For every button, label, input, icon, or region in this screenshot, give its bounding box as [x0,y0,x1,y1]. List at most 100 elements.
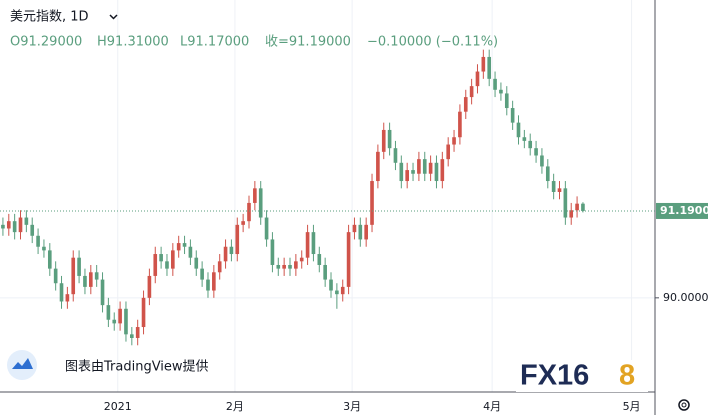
candle-body [71,257,76,295]
candle-body [575,203,579,211]
candle-body [165,261,169,269]
candle-body [428,162,433,174]
tradingview-logo [7,350,37,380]
candle-body [481,56,486,72]
candle-body [223,246,228,262]
candle-body [376,151,380,182]
candle-body [446,144,451,160]
candle-body [358,224,363,240]
candle-body [522,137,527,141]
candle-body [452,137,456,145]
candle-body [504,93,509,109]
interval-dropdown[interactable] [109,14,118,20]
y-tick-label: 90.00000 [663,291,708,304]
candle-body [393,148,398,163]
last-price-tag [656,202,708,219]
candle-body [581,203,585,211]
ohlc-value: L91.17000 [180,35,249,50]
candle-body [540,155,544,167]
candle-body [194,257,199,269]
candle-body [106,305,111,320]
candle-body [124,308,128,335]
candle-body [229,246,234,255]
settings-icon[interactable] [678,399,690,411]
candle-body [440,159,445,182]
candle-body [88,272,93,287]
candle-body [557,188,562,192]
candle-body [463,97,468,112]
candle-body [270,239,275,265]
candle-body [83,275,87,287]
candle-body [247,202,251,222]
candle-body [258,188,263,218]
candle-body [276,264,281,269]
candle-body [200,268,204,280]
candle-body [569,210,574,218]
candle-body [487,56,492,79]
candle-body [493,78,497,90]
candle-body [94,272,99,280]
candle-body [399,162,404,182]
ohlc-value: 收=91.19000 [265,35,351,50]
candle-body [130,334,134,338]
candle-body [182,243,187,247]
candle-body [434,162,439,182]
attribution: 图表由TradingView提供 [65,359,209,375]
candle-body [241,221,245,225]
candle-body [317,254,322,265]
candle-body [282,264,286,269]
candle-body [153,254,158,276]
candles [1,49,585,346]
x-tick-label: 3月 [343,400,361,413]
candle-body [469,86,474,98]
candle-body [563,188,568,218]
chart-title: 美元指数, 1D [10,10,89,25]
candle-body [475,71,480,87]
candle-body [294,261,298,269]
candle-body [253,188,257,203]
candle-body [323,264,327,280]
candle-body [545,166,550,182]
x-tick-label: 2月 [226,400,244,413]
candle-body [534,148,538,156]
candle-body [176,243,181,251]
x-tick-label: 4月 [483,400,501,413]
candle-body [159,254,163,262]
candle-body [288,264,292,269]
candle-body [135,327,140,338]
ohlc-value: O91.29000 [10,35,82,50]
grid [0,0,655,392]
candle-body [141,297,146,328]
x-tick-label: 2021 [104,400,132,413]
ohlc-value: H91.31000 [97,35,169,50]
x-tick-label: 5月 [623,400,641,413]
candle-body [340,286,345,295]
candle-body [112,319,117,324]
candle-body [311,232,316,255]
brand-logo: FX16 8 [516,360,648,392]
candle-body [346,232,351,287]
candle-body [36,235,40,247]
candle-body [24,217,29,225]
candle-body [352,224,357,233]
candle-body [118,308,122,324]
candle-body [458,111,462,138]
candle-body [264,217,269,240]
candle-body [411,170,415,174]
candle-body [18,217,23,233]
candle-body [100,279,105,306]
candle-body [387,129,392,149]
ohlc-value: −0.10000 (−0.11%) [367,35,498,50]
candle-body [329,279,333,291]
candle-body [422,159,427,174]
candle-body [12,221,17,233]
candle-body [405,170,409,182]
candle-body [77,257,81,276]
candle-body [6,221,11,229]
brand-digit: 8 [619,360,635,392]
candle-body [147,275,152,298]
candle-body [516,122,521,138]
candle-body [299,257,304,262]
